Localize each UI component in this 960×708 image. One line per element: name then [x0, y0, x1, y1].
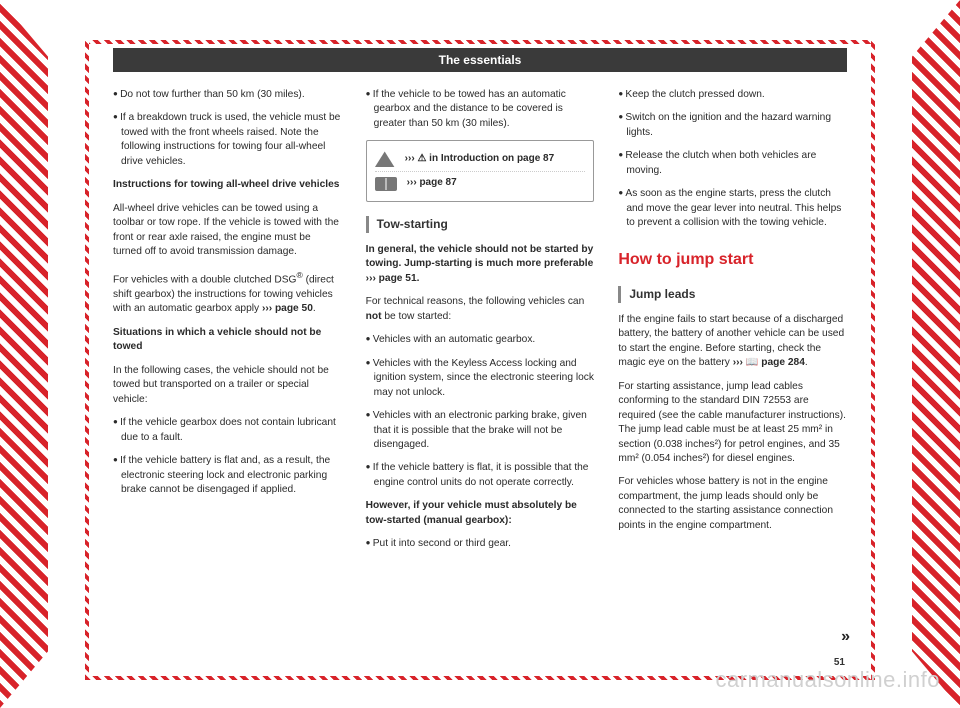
c1-heading-2: Situations in which a vehicle should not…: [113, 326, 342, 355]
c1-bullet-2: If a breakdown truck is used, the vehicl…: [113, 111, 342, 169]
c2-p3-not: not: [366, 311, 382, 322]
c2-bullet-1: If the vehicle to be towed has an automa…: [366, 88, 595, 131]
c2-p2-text-b: .: [417, 273, 420, 284]
c2-p3-text-b: be tow started:: [382, 311, 452, 322]
subheading-tow-starting: Tow-starting: [366, 216, 595, 233]
page-content: The essentials Do not tow further than 5…: [95, 48, 865, 672]
watermark: carmanualsonline.info: [715, 667, 940, 693]
c3-bullet-4: As soon as the engine starts, press the …: [618, 187, 847, 230]
c2-bullet-8: Put it into second or third gear.: [366, 537, 595, 551]
c1-para-5: In the following cases, the vehicle shou…: [113, 364, 342, 407]
c1-bullet-1: Do not tow further than 50 km (30 miles)…: [113, 88, 342, 102]
c1-p4-ref: ››› page 50: [262, 303, 313, 314]
c2-p3-text-a: For technical reasons, the following veh…: [366, 296, 585, 307]
c1-p4-text-a: For vehicles with a double clutched DSG: [113, 274, 296, 285]
page-header: The essentials: [113, 48, 847, 72]
c1-para-4: For vehicles with a double clutched DSG®…: [113, 269, 342, 317]
c2-bullet-6: Vehicles with an electronic parking brak…: [366, 409, 595, 452]
c2-para-2: In general, the vehicle should not be st…: [366, 243, 595, 286]
column-1: Do not tow further than 50 km (30 miles)…: [113, 88, 342, 561]
column-2: If the vehicle to be towed has an automa…: [366, 88, 595, 561]
c2-p2-ref: ››› page 51: [366, 273, 417, 284]
ref-text-2: ››› page 87: [407, 176, 457, 190]
c1-para-3: All-wheel drive vehicles can be towed us…: [113, 202, 342, 260]
warning-triangle-icon: [375, 151, 395, 167]
c2-bullet-5: Vehicles with the Keyless Access locking…: [366, 357, 595, 400]
ref-text-1: ››› ⚠ in Introduction on page 87: [405, 152, 555, 166]
decorative-stripe-left: [0, 0, 48, 708]
c3-bullet-3: Release the clutch when both vehicles ar…: [618, 149, 847, 178]
ref-row-2: ››› page 87: [375, 171, 586, 194]
c3-para-6: For starting assistance, jump lead cable…: [618, 380, 847, 467]
page-border-right: [871, 40, 875, 680]
c1-bullet-7: If the vehicle battery is flat and, as a…: [113, 454, 342, 497]
c2-bullet-7: If the vehicle battery is flat, it is po…: [366, 461, 595, 490]
c1-p4-text-c: .: [313, 303, 316, 314]
subheading-jump-leads: Jump leads: [618, 286, 847, 303]
c3-bullet-2: Switch on the ignition and the hazard wa…: [618, 111, 847, 140]
c3-para-7: For vehicles whose battery is not in the…: [618, 475, 847, 533]
c3-bullet-1: Keep the clutch pressed down.: [618, 88, 847, 102]
ref-row-1: ››› ⚠ in Introduction on page 87: [375, 147, 586, 171]
c2-p2-text-a: In general, the vehicle should not be st…: [366, 244, 594, 269]
continuation-marker: »: [841, 628, 847, 646]
book-icon: [375, 177, 397, 191]
c2-heading-1: However, if your vehicle must absolutely…: [366, 499, 595, 528]
c3-para-5: If the engine fails to start because of …: [618, 313, 847, 371]
text-columns: Do not tow further than 50 km (30 miles)…: [113, 88, 847, 561]
c1-bullet-6: If the vehicle gearbox does not contain …: [113, 416, 342, 445]
c3-p5-ref: ››› 📖 page 284: [733, 357, 805, 368]
reference-box: ››› ⚠ in Introduction on page 87 ››› pag…: [366, 140, 595, 201]
c2-para-3: For technical reasons, the following veh…: [366, 295, 595, 324]
c3-p5-text-b: .: [805, 357, 808, 368]
c3-p5-text-a: If the engine fails to start because of …: [618, 314, 844, 368]
page-border-top: [85, 40, 875, 44]
decorative-stripe-right: [912, 0, 960, 708]
page-border-left: [85, 40, 89, 680]
heading-jump-start: How to jump start: [618, 249, 847, 272]
c2-bullet-4: Vehicles with an automatic gearbox.: [366, 333, 595, 347]
c1-heading-1: Instructions for towing all-wheel drive …: [113, 178, 342, 192]
column-3: Keep the clutch pressed down. Switch on …: [618, 88, 847, 561]
